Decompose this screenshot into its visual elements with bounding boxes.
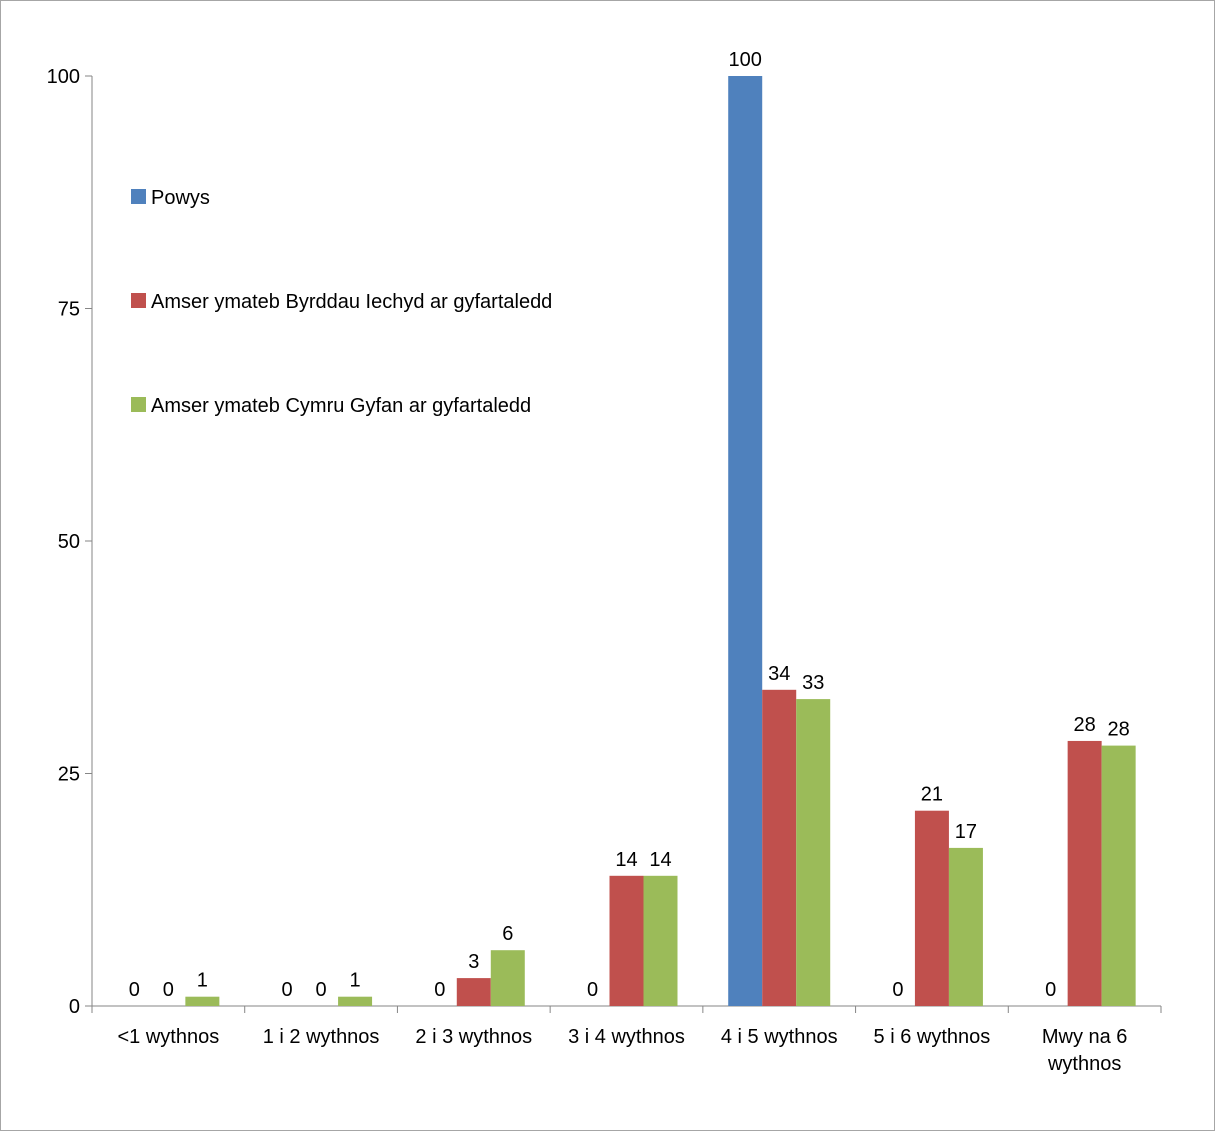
data-label: 0	[1045, 979, 1056, 1001]
x-tick-label: 5 i 6 wythnos	[874, 1026, 991, 1048]
bar	[609, 875, 644, 1006]
data-label: 17	[955, 821, 977, 843]
legend-entry: Amser ymateb Cymru Gyfan ar gyfartaledd	[151, 395, 531, 417]
bar	[796, 699, 831, 1006]
bar	[456, 978, 491, 1006]
data-label: 1	[197, 970, 208, 992]
legend-swatch	[131, 397, 146, 412]
legend-entry: Amser ymateb Byrddau Iechyd ar gyfartale…	[151, 291, 552, 313]
bar	[1101, 745, 1136, 1006]
y-tick-label: 0	[69, 996, 80, 1018]
data-label: 0	[316, 979, 327, 1001]
data-label: 0	[163, 979, 174, 1001]
y-tick-label: 75	[58, 299, 80, 321]
bar	[185, 996, 220, 1006]
chart-legend: Powys Amser ymateb Byrddau Iechyd ar gyfa…	[131, 187, 552, 417]
y-tick-label: 100	[47, 66, 80, 88]
chart-bars	[185, 76, 1136, 1006]
data-label: 0	[892, 979, 903, 1001]
x-tick-label: 2 i 3 wythnos	[415, 1026, 532, 1048]
bar	[948, 847, 983, 1006]
data-label: 0	[129, 979, 140, 1001]
x-tick-label: <1 wythnos	[117, 1026, 219, 1048]
data-label: 33	[802, 672, 824, 694]
data-label: 3	[468, 951, 479, 973]
bar	[914, 810, 949, 1006]
bar	[728, 76, 763, 1006]
data-label: 6	[502, 923, 513, 945]
data-label: 14	[649, 849, 671, 871]
x-tick-label: Mwy na 6	[1042, 1026, 1128, 1048]
x-tick-label: 3 i 4 wythnos	[568, 1026, 685, 1048]
legend-swatch	[131, 189, 146, 204]
x-tick-label: 1 i 2 wythnos	[263, 1026, 380, 1048]
x-tick-label: wythnos	[1047, 1053, 1121, 1075]
data-label: 28	[1108, 719, 1130, 741]
bar	[762, 689, 797, 1006]
bar	[1067, 740, 1102, 1006]
y-axis-ticks: 0 25 50 75 100	[47, 66, 92, 1018]
legend-swatch	[131, 293, 146, 308]
data-label: 1	[350, 970, 361, 992]
x-axis-labels: <1 wythnos 1 i 2 wythnos 2 i 3 wythnos 3 i …	[91, 1006, 1162, 1075]
data-label: 14	[615, 849, 637, 871]
data-label: 34	[768, 663, 790, 685]
x-tick-label: 4 i 5 wythnos	[721, 1026, 838, 1048]
data-label: 0	[282, 979, 293, 1001]
data-label: 0	[587, 979, 598, 1001]
data-label: 21	[921, 784, 943, 806]
data-label: 28	[1074, 714, 1096, 736]
bar	[490, 950, 525, 1006]
y-tick-label: 50	[58, 531, 80, 553]
bar	[338, 996, 373, 1006]
y-tick-label: 25	[58, 764, 80, 786]
data-label: 100	[729, 49, 762, 71]
legend-entry: Powys	[151, 187, 210, 209]
data-label: 0	[434, 979, 445, 1001]
bar	[643, 875, 678, 1006]
